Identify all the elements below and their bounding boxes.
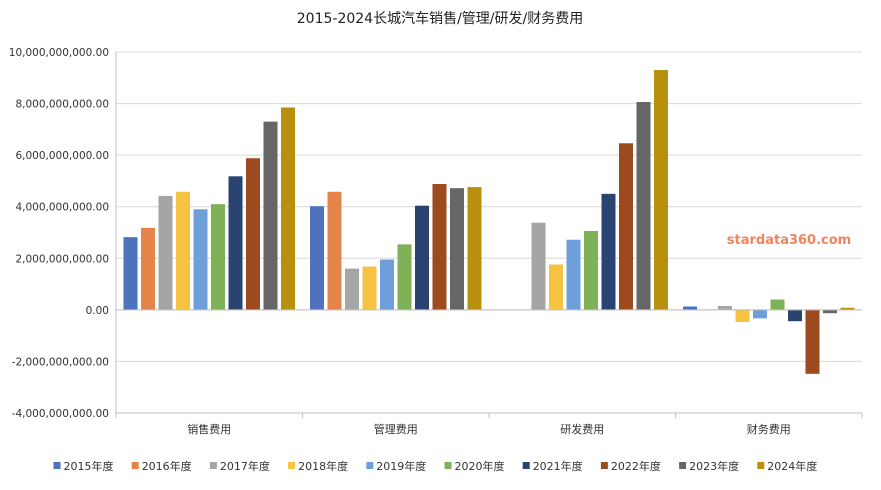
legend-label: 2019年度 — [376, 459, 426, 473]
legend-label: 2021年度 — [533, 459, 583, 473]
x-category-label: 研发费用 — [560, 422, 604, 436]
bar — [263, 121, 278, 310]
bar — [246, 158, 260, 310]
bar — [584, 230, 598, 310]
legend-label: 2022年度 — [611, 459, 661, 473]
y-tick-label: 0.00 — [86, 305, 109, 317]
legend: 2015年度 2016年度 2017年度 2018年度 2019年度 2020年度 2021… — [53, 459, 817, 473]
bar — [805, 309, 820, 374]
bar — [467, 187, 482, 310]
bar — [176, 191, 190, 310]
x-category-label: 财务费用 — [747, 422, 791, 436]
bar — [228, 176, 243, 310]
bar — [380, 259, 394, 310]
legend-item: 2023年度 — [679, 459, 739, 473]
y-tick-label: 2,000,000,000.00 — [15, 253, 109, 265]
legend-item: 2015年度 — [53, 459, 114, 473]
x-category-label: 销售费用 — [187, 422, 231, 436]
y-tick-label: -2,000,000,000.00 — [12, 356, 109, 368]
legend-swatch — [522, 462, 530, 469]
bar — [654, 70, 668, 310]
x-category-label: 管理费用 — [374, 422, 418, 436]
y-axis-tick-labels: 10,000,000,000.00 8,000,000,000.00 6,000,0… — [9, 47, 109, 420]
legend-label: 2015年度 — [64, 459, 114, 473]
bar — [141, 227, 155, 310]
y-tick-label: 6,000,000,000.00 — [15, 150, 109, 162]
bar — [566, 239, 581, 310]
bar — [636, 102, 651, 310]
legend-swatch — [600, 462, 608, 469]
y-tick-label: 10,000,000,000.00 — [9, 47, 109, 59]
legend-swatch — [288, 462, 296, 469]
legend-label: 2024年度 — [767, 459, 817, 473]
legend-item: 2024年度 — [757, 459, 817, 473]
axes — [115, 52, 863, 418]
bar — [432, 184, 447, 310]
bar — [345, 268, 359, 310]
bar — [281, 107, 295, 310]
bar — [788, 309, 802, 322]
watermark: stardata360.com — [727, 233, 851, 248]
legend-label: 2023年度 — [689, 459, 739, 473]
bar — [193, 209, 208, 310]
legend-label: 2016年度 — [142, 459, 192, 473]
bar — [753, 309, 767, 319]
bars — [123, 70, 855, 374]
legend-item: 2017年度 — [209, 459, 270, 473]
bar — [770, 299, 785, 310]
bar — [840, 307, 855, 310]
y-tick-label: 8,000,000,000.00 — [15, 99, 109, 111]
legend-swatch — [53, 462, 61, 469]
legend-item: 2018年度 — [288, 459, 348, 473]
legend-label: 2017年度 — [220, 459, 270, 473]
legend-swatch — [131, 462, 139, 469]
chart-title: 2015-2024长城汽车销售/管理/研发/财务费用 — [297, 10, 583, 27]
legend-item: 2016年度 — [131, 459, 192, 473]
legend-swatch — [444, 462, 452, 469]
legend-label: 2020年度 — [455, 459, 505, 473]
bar — [823, 309, 837, 314]
bar — [211, 204, 225, 310]
bar — [718, 305, 732, 310]
bar — [327, 191, 342, 310]
y-tick-label: 4,000,000,000.00 — [15, 202, 109, 214]
bar — [450, 188, 464, 310]
legend-swatch — [366, 462, 374, 469]
legend-item: 2019年度 — [366, 459, 426, 473]
bar — [735, 309, 750, 322]
bar — [683, 306, 697, 310]
bar — [619, 143, 633, 310]
legend-swatch — [679, 462, 687, 469]
bar — [415, 205, 429, 310]
bar — [549, 264, 563, 310]
bar — [362, 266, 377, 310]
bar — [397, 244, 412, 310]
bar — [123, 237, 138, 310]
y-tick-label: -4,000,000,000.00 — [12, 408, 109, 420]
legend-item: 2021年度 — [522, 459, 583, 473]
legend-item: 2020年度 — [444, 459, 505, 473]
bar — [601, 193, 616, 310]
legend-swatch — [209, 462, 217, 469]
bar — [310, 206, 324, 310]
legend-item: 2022年度 — [600, 459, 661, 473]
legend-swatch — [757, 462, 765, 469]
bar — [531, 222, 546, 310]
bar — [158, 195, 173, 310]
legend-label: 2018年度 — [298, 459, 348, 473]
x-axis-category-labels: 销售费用 管理费用 研发费用 财务费用 — [187, 422, 791, 436]
